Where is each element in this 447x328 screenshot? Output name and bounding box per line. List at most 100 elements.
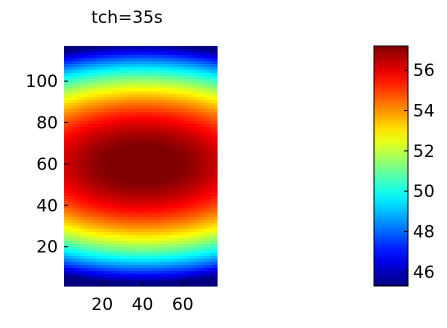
heatmap-cell [72,262,77,266]
heatmap-cell [88,82,93,86]
heatmap-cell [188,241,194,245]
heatmap-cell [148,214,154,218]
heatmap-cell [176,178,182,182]
heatmap-cell [184,265,190,269]
heatmap-cell [68,112,73,116]
heatmap-cell [76,265,81,269]
heatmap-cell [64,154,69,158]
heatmap-cell [196,64,202,68]
heatmap-cell [196,253,202,257]
heatmap-cell [108,208,113,212]
heatmap-cell [168,217,174,221]
heatmap-cell [92,259,97,263]
heatmap-cell [88,217,93,221]
heatmap-cell [196,283,202,287]
heatmap-cell [144,235,150,239]
heatmap-cell [152,172,158,176]
heatmap-cell [128,253,134,257]
heatmap-cell [68,226,73,230]
heatmap-cell [116,247,121,251]
heatmap-cell [176,268,182,272]
heatmap-cell [160,166,166,170]
heatmap-cell [168,223,174,227]
heatmap-cell [180,49,186,53]
heatmap-cell [124,217,130,221]
heatmap-cell [108,139,113,143]
heatmap-cell [76,55,81,59]
heatmap-cell [140,262,146,266]
heatmap-cell [104,220,109,224]
heatmap-cell [124,256,130,260]
heatmap-cell [120,88,125,92]
heatmap-cell [100,220,105,224]
heatmap-cell [76,199,81,203]
heatmap-cell [92,103,97,107]
heatmap-cell [200,229,206,233]
heatmap-cell [172,130,178,134]
heatmap-cell [176,67,182,71]
heatmap-cell [172,220,178,224]
heatmap-cell [112,235,117,239]
heatmap-cell [152,211,158,215]
heatmap-cell [176,151,182,155]
heatmap-cell [160,67,166,71]
heatmap-cell [108,154,113,158]
heatmap-cell [64,235,69,239]
heatmap-cell [104,223,109,227]
heatmap-cell [128,244,134,248]
heatmap-cell [76,247,81,251]
heatmap-cell [76,82,81,86]
heatmap-cell [148,76,154,80]
heatmap-cell [148,181,154,185]
heatmap-cell [112,268,117,272]
heatmap-cell [88,142,93,146]
heatmap-cell [112,202,117,206]
heatmap-cell [172,202,178,206]
heatmap-cell [96,280,101,284]
heatmap-cell [176,274,182,278]
heatmap-cell [104,265,109,269]
heatmap-cell [84,121,89,125]
heatmap-cell [76,235,81,239]
heatmap-cell [108,79,113,83]
heatmap-cell [76,283,81,287]
heatmap-cell [96,127,101,131]
heatmap-cell [116,256,121,260]
heatmap-cell [80,247,85,251]
heatmap-cell [84,118,89,122]
heatmap-cell [112,160,117,164]
heatmap-cell [116,94,121,98]
heatmap-cell [188,166,194,170]
heatmap-cell [68,175,73,179]
heatmap-cell [64,82,69,86]
heatmap-cell [208,160,214,164]
heatmap-cell [164,61,170,65]
heatmap-cell [152,187,158,191]
heatmap-cell [208,88,214,92]
heatmap-cell [156,229,162,233]
heatmap-cell [92,175,97,179]
heatmap-cell [152,202,158,206]
heatmap-cell [92,160,97,164]
heatmap-cell [148,73,154,77]
heatmap-cell [116,136,121,140]
heatmap-cell [140,196,146,200]
heatmap-cell [104,121,109,125]
heatmap-cell [108,190,113,194]
heatmap-cell [204,46,210,50]
heatmap-cell [124,52,130,56]
heatmap-cell [160,169,166,173]
heatmap-cell [208,190,214,194]
heatmap-cell [92,211,97,215]
heatmap-cell [136,277,142,281]
heatmap-cell [172,145,178,149]
heatmap-cell [160,139,166,143]
heatmap-cell [184,196,190,200]
heatmap-cell [104,94,109,98]
heatmap-cell [92,82,97,86]
heatmap-cell [160,55,166,59]
heatmap-cell [212,94,218,98]
heatmap-cell [144,46,150,50]
heatmap-cell [128,250,134,254]
heatmap-cell [76,175,81,179]
